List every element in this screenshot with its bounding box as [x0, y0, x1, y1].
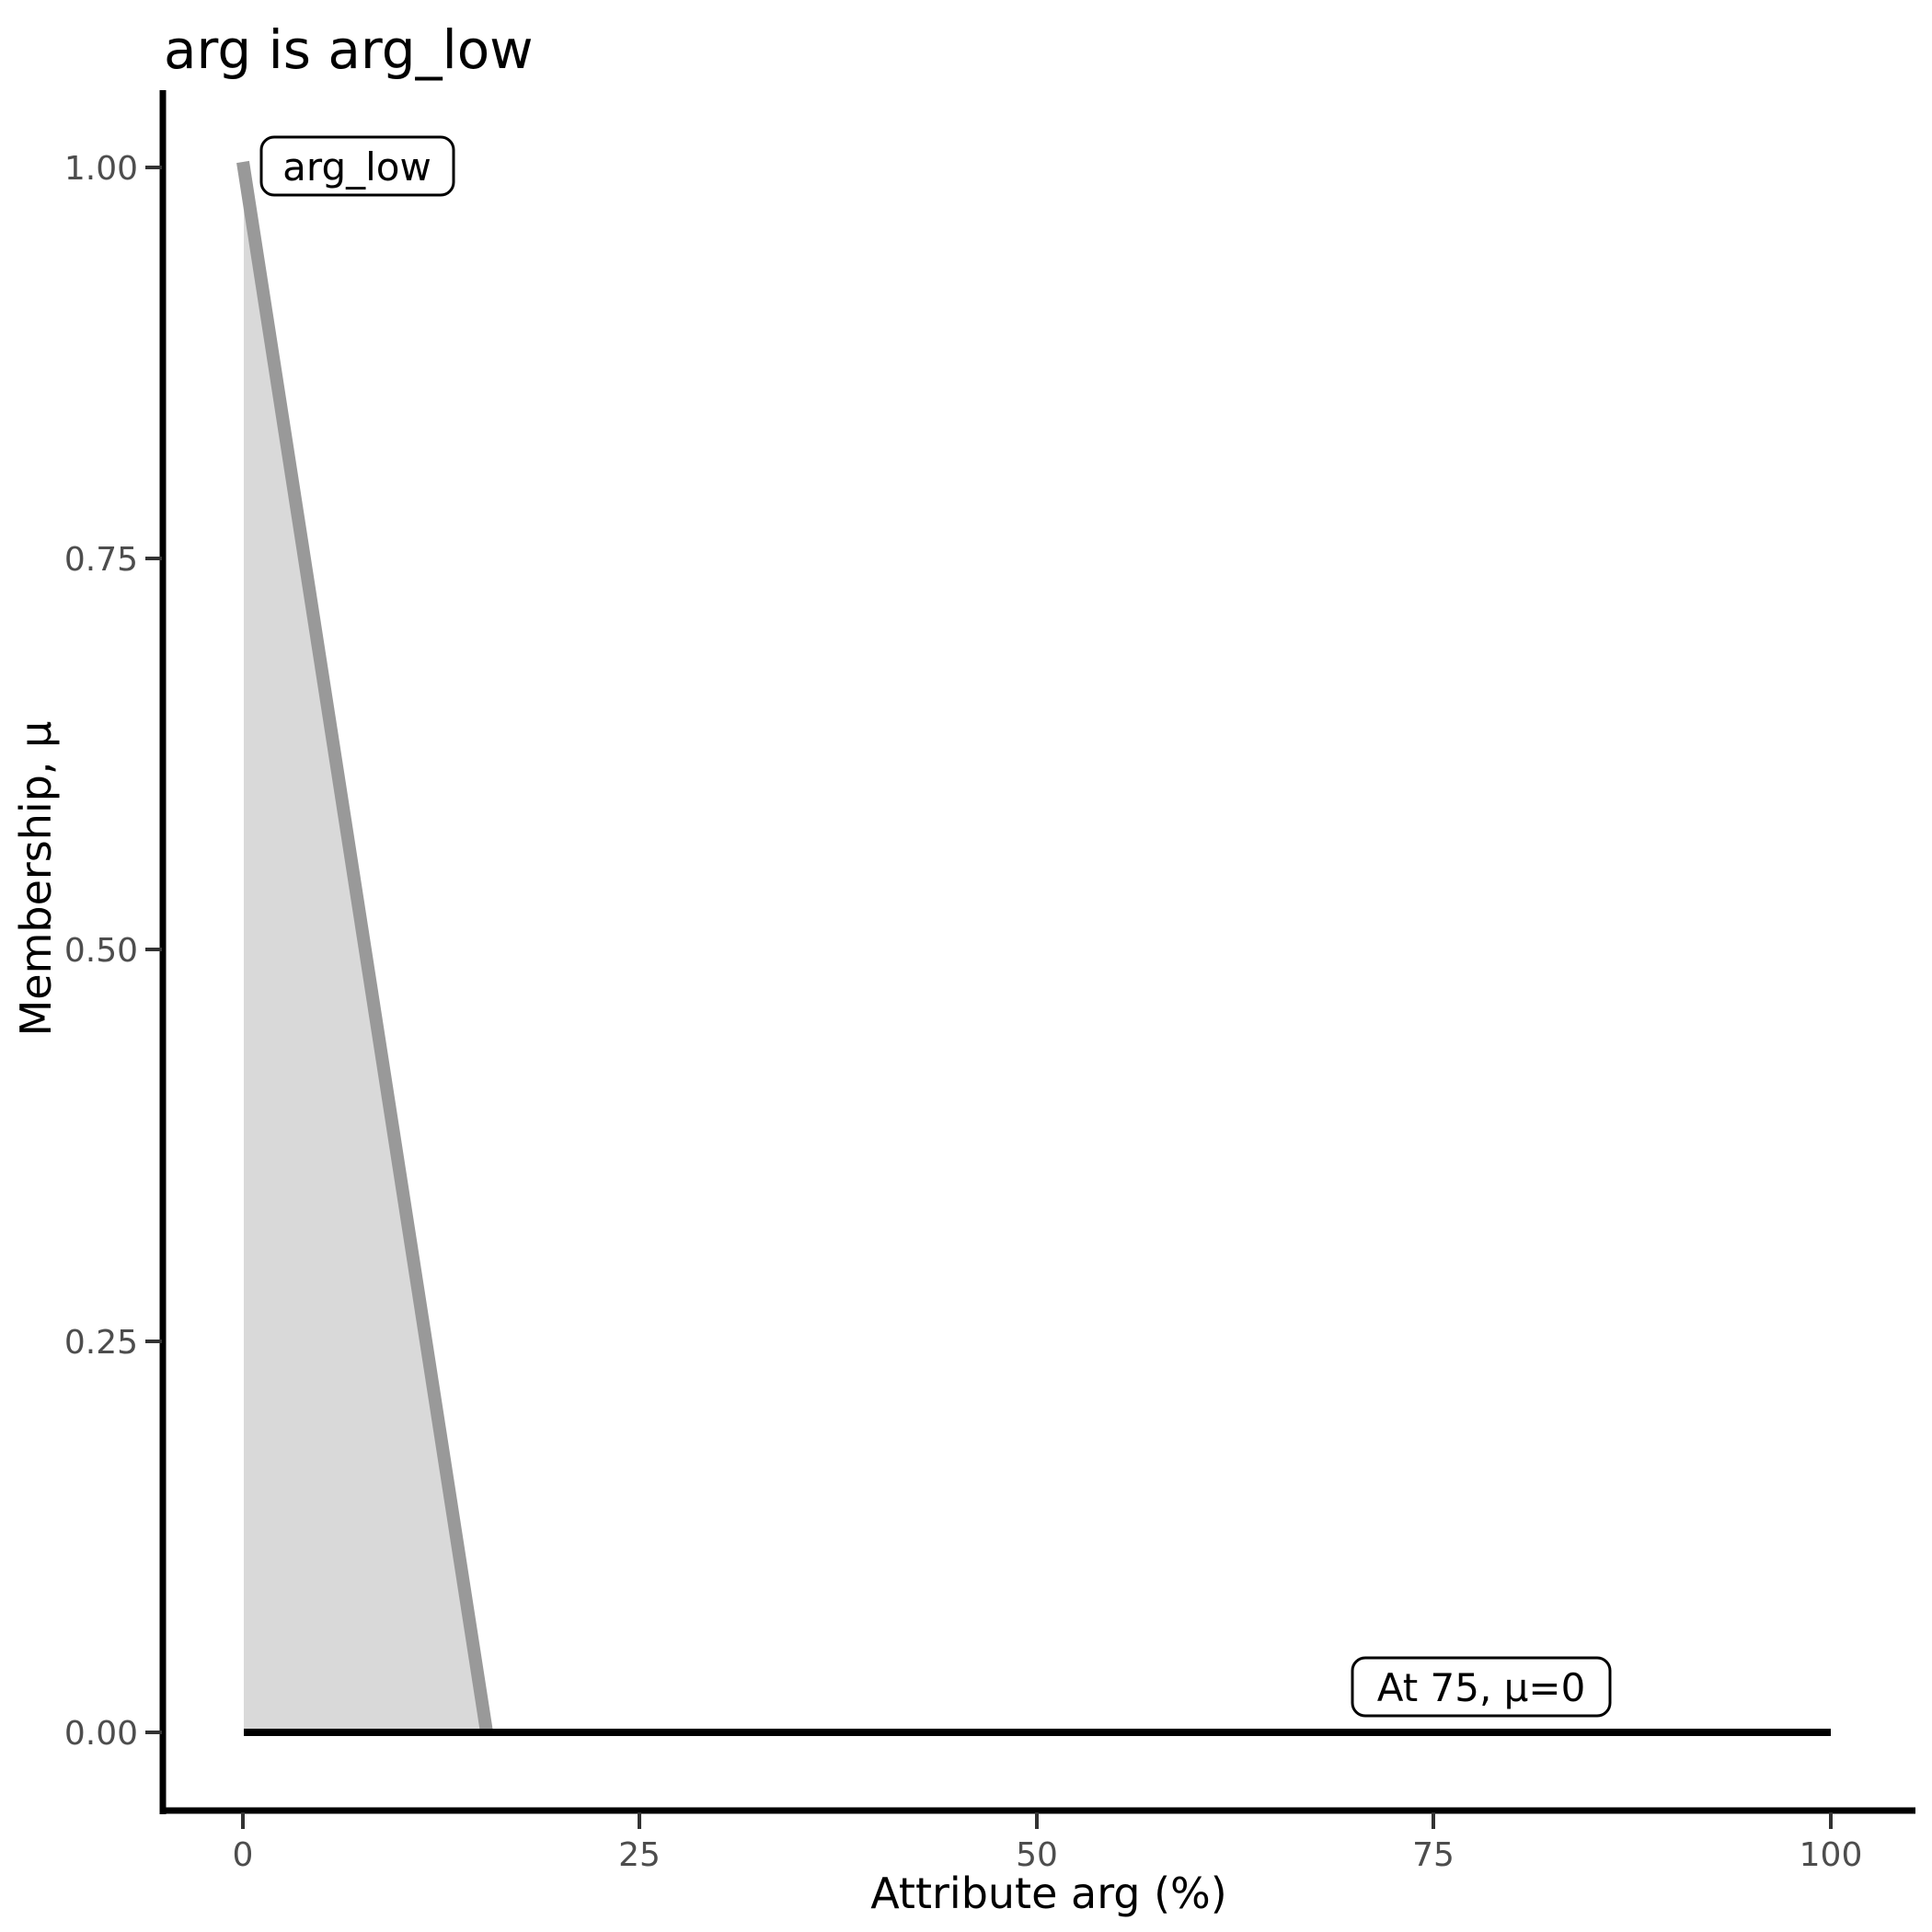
- x-tick-label: 50: [1016, 1836, 1058, 1874]
- evaluation-label-box: [1351, 1656, 1612, 1718]
- x-tick-label: 0: [233, 1836, 254, 1874]
- y-axis-title: Membership, μ: [11, 721, 61, 1037]
- x-axis-title: Attribute arg (%): [870, 1869, 1226, 1918]
- membership-line: [236, 160, 493, 1734]
- y-tick-label: 1.00: [64, 150, 138, 188]
- x-axis-tick-labels: 0 25 50 75 100: [233, 1836, 1863, 1874]
- x-tick-label: 25: [618, 1836, 661, 1874]
- chart-title: arg is arg_low: [164, 18, 534, 81]
- evaluation-label-text: At 75, μ=0: [1377, 1665, 1586, 1710]
- set-label-box: [259, 135, 455, 197]
- x-tick-label: 75: [1412, 1836, 1455, 1874]
- y-tick-label: 0.75: [64, 541, 138, 579]
- x-tick-label: 100: [1800, 1836, 1863, 1874]
- y-tick-label: 0.50: [64, 932, 138, 970]
- y-axis-ticks: [145, 166, 162, 1734]
- x-axis-ticks: [241, 1812, 1833, 1829]
- evaluation-annotation: At 75, μ=0: [1351, 1656, 1612, 1718]
- y-tick-label: 0.00: [64, 1715, 138, 1753]
- set-label-text: arg_low: [282, 144, 431, 190]
- set-label-annotation: arg_low: [259, 135, 455, 197]
- y-tick-label: 0.25: [64, 1324, 138, 1362]
- y-axis-tick-labels: 1.00 0.75 0.50 0.25 0.00: [64, 150, 138, 1753]
